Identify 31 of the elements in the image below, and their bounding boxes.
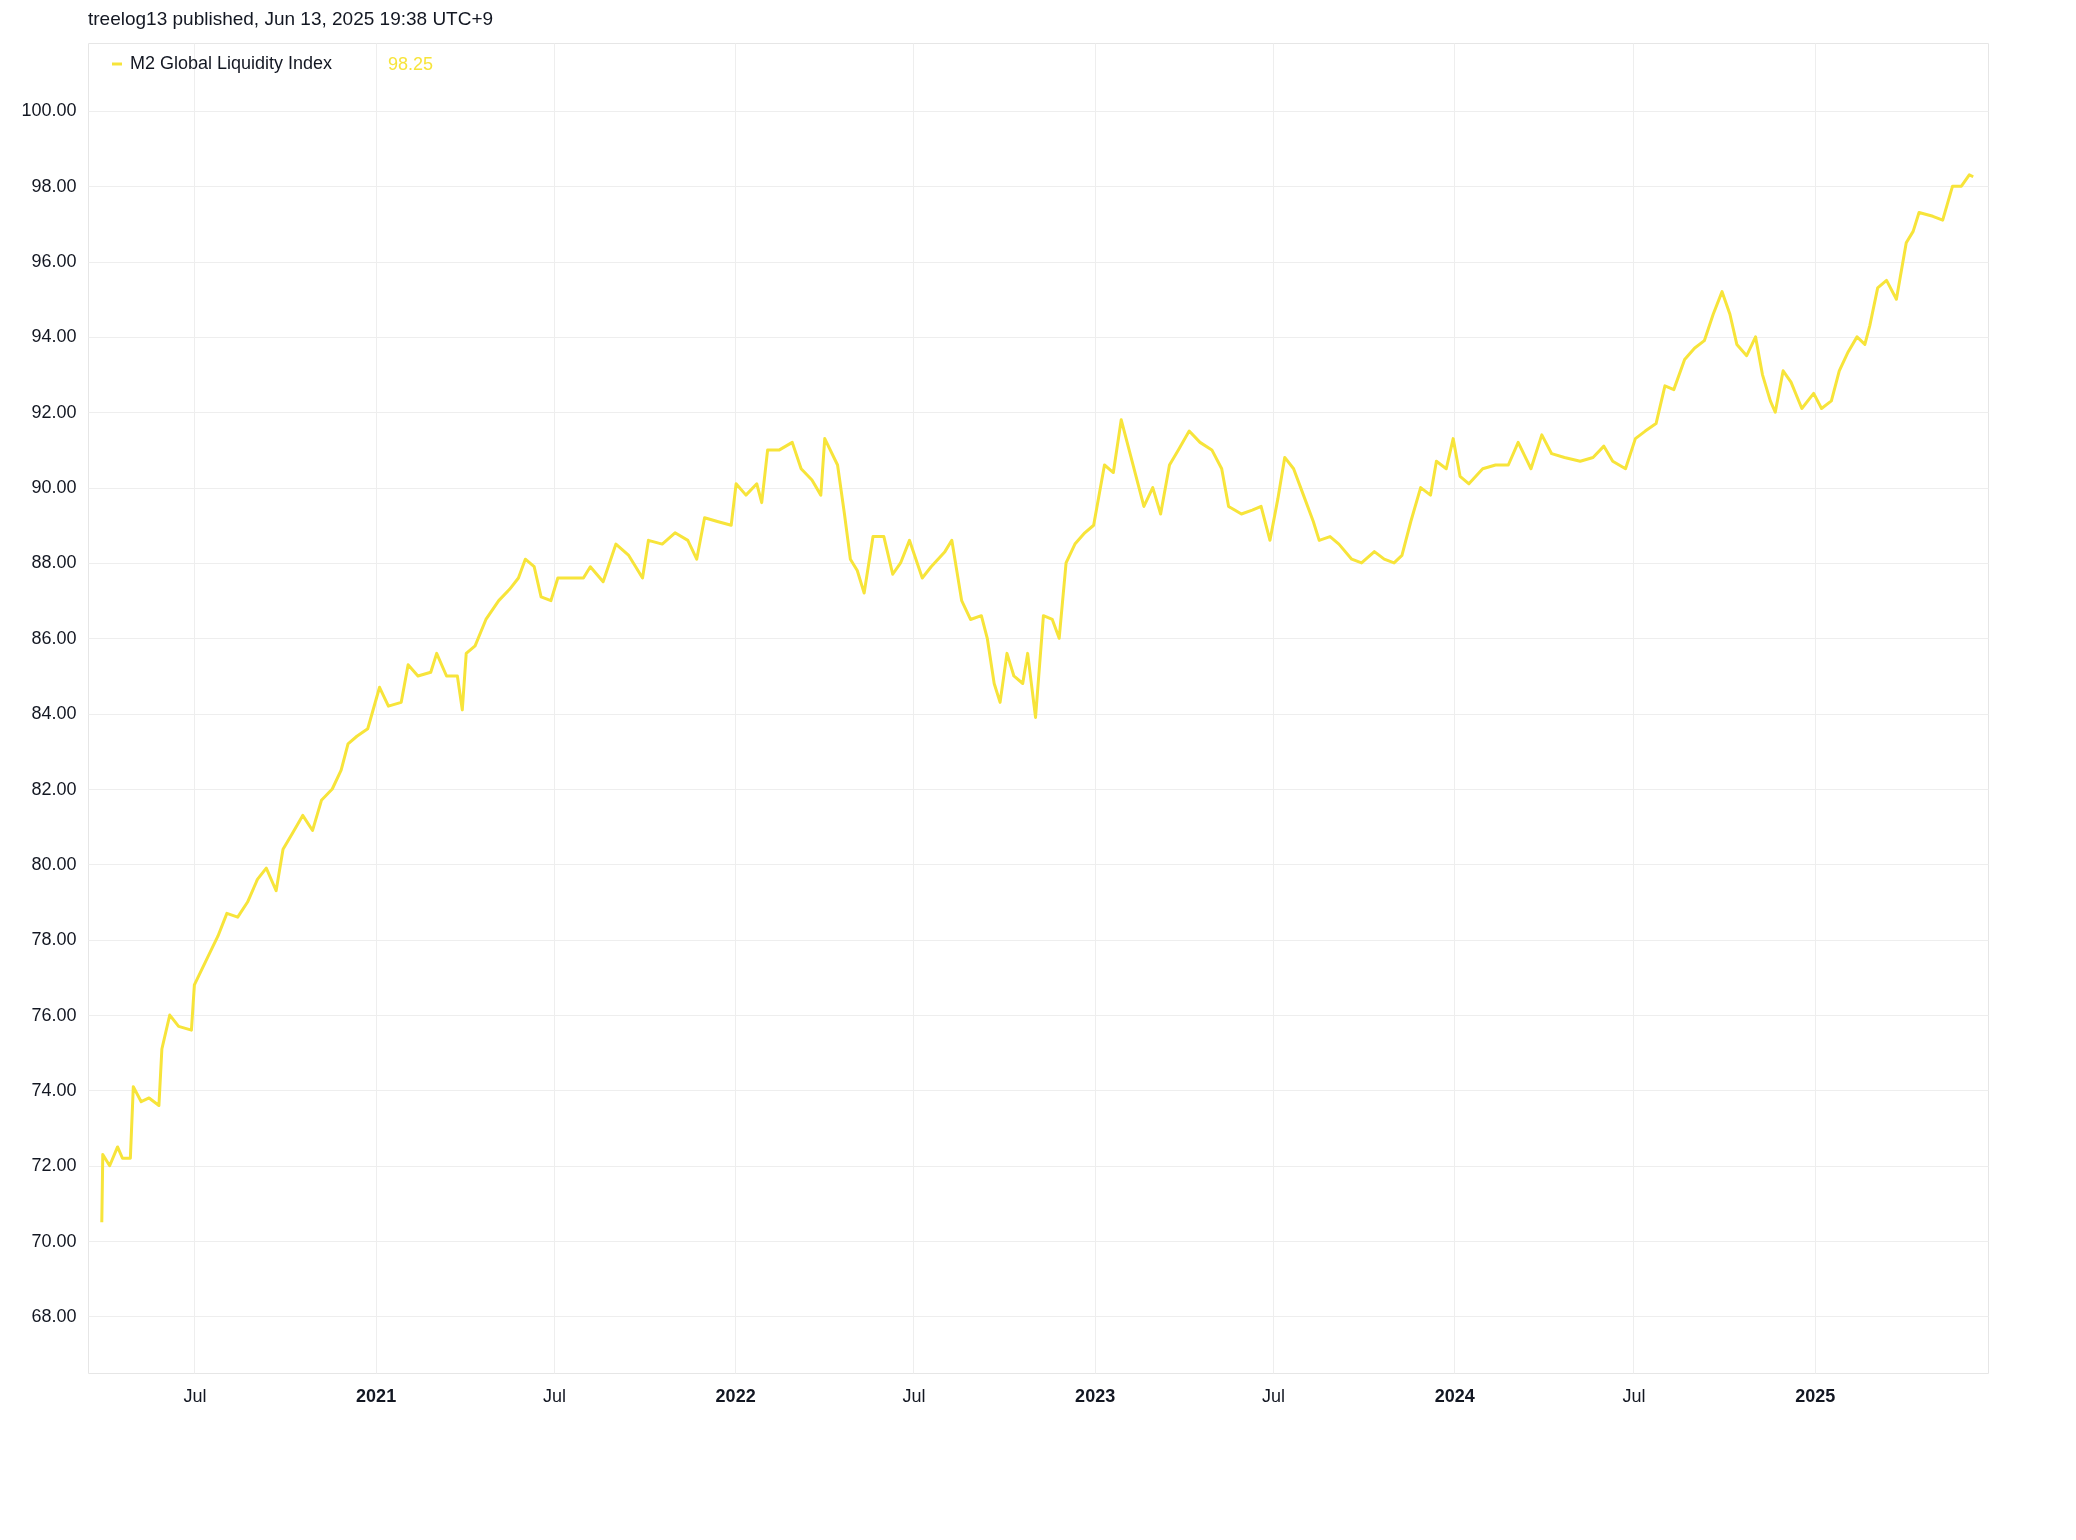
y-tick-label: 90.00: [31, 477, 77, 498]
y-tick-label: 86.00: [31, 627, 77, 648]
x-tick-label: 2024: [1434, 1385, 1475, 1406]
y-tick-label: 82.00: [31, 778, 77, 799]
x-tick-label: Jul: [1261, 1385, 1285, 1406]
y-tick-label: 100.00: [21, 100, 77, 121]
x-tick-label: 2022: [715, 1385, 756, 1406]
y-tick-label: 72.00: [31, 1155, 77, 1176]
x-tick-label: Jul: [902, 1385, 926, 1406]
x-tick-label: 2023: [1075, 1385, 1116, 1406]
y-tick-label: 92.00: [31, 401, 77, 422]
line-series: [100, 173, 1975, 1224]
y-tick-label: 98.00: [31, 175, 77, 196]
y-tick-label: 78.00: [31, 929, 77, 950]
y-tick-label: 84.00: [31, 703, 77, 724]
x-tick-label: Jul: [542, 1385, 566, 1406]
y-tick-label: 76.00: [31, 1004, 77, 1025]
y-tick-label: 88.00: [31, 552, 77, 573]
y-tick-label: 70.00: [31, 1230, 77, 1251]
legend-label: M2 Global Liquidity Index: [130, 53, 333, 73]
y-tick-label: 96.00: [31, 251, 77, 272]
annotation: 98.25: [388, 54, 434, 74]
y-tick-label: 80.00: [31, 853, 77, 874]
x-tick-label: Jul: [1622, 1385, 1646, 1406]
x-tick-label: 2021: [356, 1385, 397, 1406]
x-tick-label: 2025: [1795, 1385, 1836, 1406]
x-tick-label: Jul: [183, 1385, 207, 1406]
y-tick-label: 94.00: [31, 326, 77, 347]
y-tick-label: 74.00: [31, 1079, 77, 1100]
y-tick-label: 68.00: [31, 1305, 77, 1326]
chart-title: treelog13 published, Jun 13, 2025 19:38 UTC+9: [88, 8, 494, 29]
